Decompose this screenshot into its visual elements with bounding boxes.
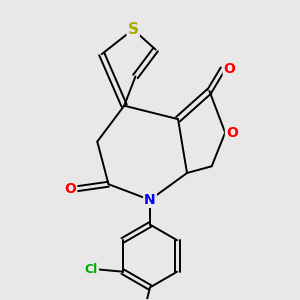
Text: O: O: [226, 126, 238, 140]
Text: N: N: [144, 193, 156, 207]
Text: S: S: [128, 22, 139, 37]
Text: O: O: [224, 62, 236, 76]
Text: Cl: Cl: [85, 263, 98, 276]
Text: O: O: [64, 182, 76, 196]
